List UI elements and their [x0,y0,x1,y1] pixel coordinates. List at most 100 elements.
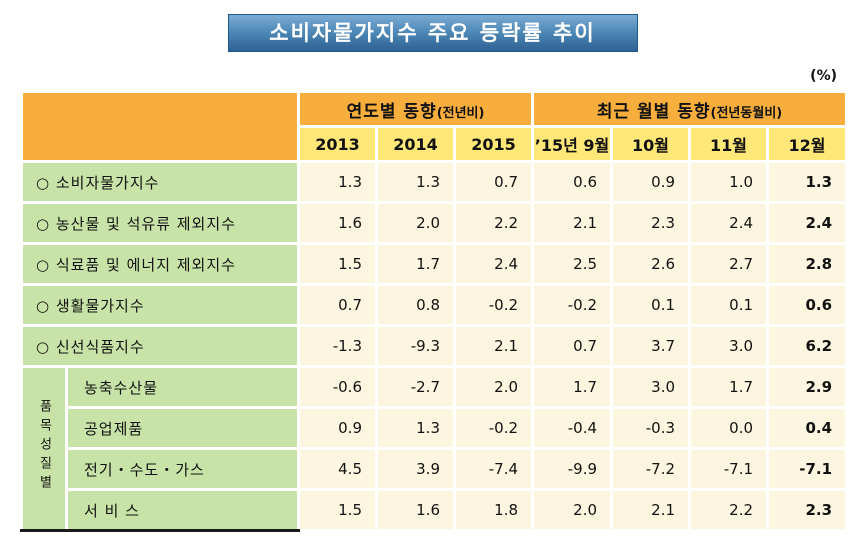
cpi-table: 연도별 동향(전년비) 최근 월별 동향(전년동월비) 2013 2014 20… [20,90,849,532]
table-row: 전기・수도・가스 4.5 3.9 -7.4 -9.9 -7.2 -7.1 -7.… [22,447,849,491]
col-header-oct: 10월 [610,125,692,163]
col-group-yearly-label: 연도별 동향 [346,101,437,122]
value-cell: 2.3 [766,488,849,532]
value-cell: -0.2 [452,406,535,450]
value-cell: 0.7 [531,324,614,368]
value-cell: -0.6 [297,365,378,409]
value-cell: 2.0 [531,488,614,532]
value-cell: -0.3 [610,406,692,450]
value-cell: 2.4 [766,201,849,245]
value-cell: 2.1 [452,324,535,368]
value-cell: 2.8 [766,242,849,286]
value-cell: 0.6 [531,160,614,204]
table-row: ○ 소비자물가지수 1.3 1.3 0.7 0.6 0.9 1.0 1.3 [20,160,849,204]
row-label: ○ 생활물가지수 [20,283,300,327]
value-cell: 6.2 [766,324,849,368]
table-row: 품목성질별 농축수산물 -0.6 -2.7 2.0 1.7 3.0 1.7 2.… [20,365,849,532]
header-group-row: 연도별 동향(전년비) 최근 월별 동향(전년동월비) [20,90,849,163]
col-header-nov: 11월 [688,125,770,163]
row-group-vertical-label: 품목성질별 [20,365,68,532]
value-cell: -2.7 [375,365,456,409]
value-cell: -1.3 [297,324,378,368]
value-cell: 2.5 [531,242,614,286]
value-cell: 3.0 [688,324,770,368]
col-header-2014: 2014 [375,125,456,163]
row-label: ○ 소비자물가지수 [20,160,300,204]
row-label: 서 비 스 [65,488,300,532]
page-title: 소비자물가지수 주요 등락률 추이 [227,14,638,52]
value-cell: 1.5 [297,242,378,286]
col-header-2015: 2015 [452,125,535,163]
value-cell: 2.4 [688,201,770,245]
value-cell: 2.0 [452,365,535,409]
value-cell: 1.3 [766,160,849,204]
table-row: 공업제품 0.9 1.3 -0.2 -0.4 -0.3 0.0 0.4 [22,406,849,450]
value-cell: 0.7 [452,160,535,204]
value-cell: 4.5 [297,447,378,491]
table-row: 서 비 스 1.5 1.6 1.8 2.0 2.1 2.2 2.3 [22,488,849,532]
col-header-15y-sep: ’15년 9월 [531,125,614,163]
col-header-2013: 2013 [297,125,378,163]
value-cell: 0.8 [375,283,456,327]
value-cell: 0.1 [610,283,692,327]
value-cell: -0.2 [531,283,614,327]
row-label: ○ 식료품 및 에너지 제외지수 [20,242,300,286]
col-group-monthly-label: 최근 월별 동향 [596,101,711,122]
table-row: ○ 농산물 및 석유류 제외지수 1.6 2.0 2.2 2.1 2.3 2.4… [20,201,849,245]
row-group-vertical-label-text: 품목성질별 [36,399,52,494]
value-cell: 0.6 [766,283,849,327]
value-cell: 2.7 [688,242,770,286]
value-cell: 0.4 [766,406,849,450]
value-cell: 3.7 [610,324,692,368]
value-cell: 1.7 [688,365,770,409]
value-cell: 1.6 [375,488,456,532]
table-row: ○ 신선식품지수 -1.3 -9.3 2.1 0.7 3.7 3.0 6.2 [20,324,849,368]
value-cell: -7.1 [766,447,849,491]
row-label: ○ 농산물 및 석유류 제외지수 [20,201,300,245]
value-cell: 0.0 [688,406,770,450]
value-cell: 3.0 [610,365,692,409]
col-group-yearly-sub: (전년비) [436,105,485,121]
value-cell: -0.2 [452,283,535,327]
value-cell: 1.5 [297,488,378,532]
value-cell: 1.3 [375,160,456,204]
col-group-monthly: 최근 월별 동향(전년동월비) [531,90,849,128]
value-cell: 2.3 [610,201,692,245]
value-cell: -9.3 [375,324,456,368]
value-cell: 2.1 [610,488,692,532]
value-cell: 1.7 [375,242,456,286]
value-cell: -7.1 [688,447,770,491]
row-label: 농축수산물 [65,365,300,409]
value-cell: 1.6 [297,201,378,245]
col-group-monthly-sub: (전년동월비) [710,105,783,121]
value-cell: 2.9 [766,365,849,409]
corner-cell [20,90,300,163]
unit-label: (%) [810,68,837,84]
value-cell: 1.3 [297,160,378,204]
value-cell: -7.4 [452,447,535,491]
row-label: 공업제품 [65,406,300,450]
col-header-dec: 12월 [766,125,849,163]
value-cell: 0.9 [610,160,692,204]
row-label: ○ 신선식품지수 [20,324,300,368]
value-cell: 2.4 [452,242,535,286]
value-cell: 3.9 [375,447,456,491]
value-cell: 1.8 [452,488,535,532]
value-cell: 0.9 [297,406,378,450]
value-cell: 2.6 [610,242,692,286]
value-cell: 0.1 [688,283,770,327]
value-cell: 2.2 [688,488,770,532]
row-label: 전기・수도・가스 [65,447,300,491]
value-cell: 0.7 [297,283,378,327]
value-cell: 2.0 [375,201,456,245]
header-columns-row: 2013 2014 2015 ’15년 9월 10월 11월 12월 [22,125,849,163]
table-row: ○ 생활물가지수 0.7 0.8 -0.2 -0.2 0.1 0.1 0.6 [20,283,849,327]
table-row: ○ 식료품 및 에너지 제외지수 1.5 1.7 2.4 2.5 2.6 2.7… [20,242,849,286]
value-cell: 2.2 [452,201,535,245]
col-group-yearly: 연도별 동향(전년비) [296,90,535,128]
value-cell: -7.2 [610,447,692,491]
value-cell: 2.1 [531,201,614,245]
value-cell: 1.7 [531,365,614,409]
value-cell: 1.0 [688,160,770,204]
value-cell: -0.4 [531,406,614,450]
